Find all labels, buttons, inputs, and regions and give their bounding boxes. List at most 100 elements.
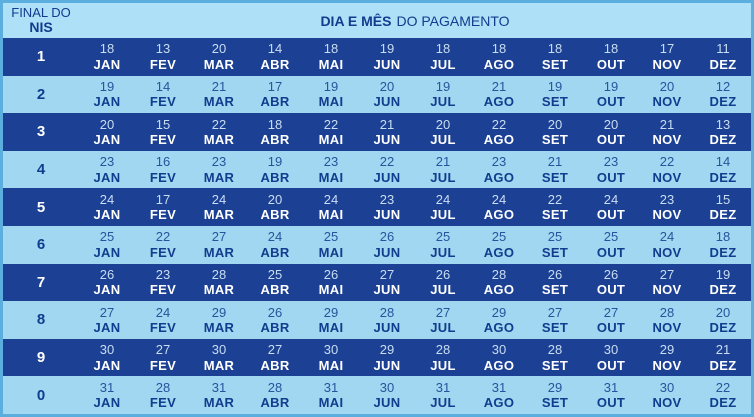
- day-number: 30: [211, 342, 227, 358]
- payment-date-cell: 27 JAN: [79, 305, 135, 336]
- day-number: 21: [659, 116, 675, 132]
- day-number: 20: [547, 116, 563, 132]
- day-number: 22: [379, 154, 395, 170]
- month-label: AGO: [483, 319, 515, 335]
- month-label: ABR: [260, 169, 290, 185]
- month-label: JAN: [93, 207, 121, 223]
- month-label: NOV: [652, 395, 682, 411]
- payment-date-cell: 19 JUL: [415, 79, 471, 110]
- table-header: FINAL DO NIS DIA E MÊS DO PAGAMENTO: [3, 3, 751, 38]
- day-number: 18: [435, 41, 451, 57]
- month-label: ABR: [260, 56, 290, 72]
- month-label: OUT: [596, 357, 626, 373]
- month-label: MAI: [318, 207, 344, 223]
- day-number: 23: [155, 267, 171, 283]
- payment-date-cell: 25 JUL: [415, 229, 471, 260]
- month-label: OUT: [596, 395, 626, 411]
- day-number: 18: [323, 41, 339, 57]
- day-number: 23: [99, 154, 115, 170]
- day-number: 30: [323, 342, 339, 358]
- payment-date-cell: 22 SET: [527, 192, 583, 223]
- payment-table-body: 1 18 JAN 13 FEV 20 MAR 14 ABR 18 MAI 19 JUN 18 JUL 18 AG…: [3, 38, 751, 414]
- month-label: FEV: [149, 282, 177, 298]
- payment-date-cell: 18 ABR: [247, 117, 303, 148]
- payment-date-cell: 31 MAR: [191, 380, 247, 411]
- payment-date-cell: 27 JUL: [415, 305, 471, 336]
- payment-date-cell: 30 JAN: [79, 342, 135, 373]
- month-label: AGO: [483, 357, 515, 373]
- month-label: AGO: [483, 282, 515, 298]
- month-label: DEZ: [709, 282, 737, 298]
- month-label: MAR: [203, 319, 235, 335]
- month-label: DEZ: [709, 207, 737, 223]
- day-number: 28: [211, 267, 227, 283]
- day-number: 31: [603, 379, 619, 395]
- day-number: 19: [547, 79, 563, 95]
- month-label: ABR: [260, 244, 290, 260]
- day-number: 25: [267, 267, 283, 283]
- month-label: DEZ: [709, 357, 737, 373]
- day-number: 18: [267, 116, 283, 132]
- day-number: 25: [435, 229, 451, 245]
- day-number: 30: [659, 379, 675, 395]
- month-label: JUL: [430, 282, 456, 298]
- payment-date-cell: 19 JUN: [359, 41, 415, 72]
- month-label: MAI: [318, 94, 344, 110]
- month-label: AGO: [483, 169, 515, 185]
- payment-date-cell: 31 OUT: [583, 380, 639, 411]
- payment-date-cell: 17 ABR: [247, 79, 303, 110]
- nis-digit: 4: [36, 161, 46, 179]
- day-number: 15: [715, 191, 731, 207]
- day-number: 19: [435, 79, 451, 95]
- payment-date-cell: 26 MAI: [303, 267, 359, 298]
- month-label: FEV: [149, 131, 177, 147]
- day-number: 27: [211, 229, 227, 245]
- day-number: 27: [155, 342, 171, 358]
- payment-date-cell: 23 AGO: [471, 154, 527, 185]
- month-label: JUL: [430, 319, 456, 335]
- payment-date-cell: 30 AGO: [471, 342, 527, 373]
- nis-digit: 7: [36, 273, 46, 291]
- nis-digit: 1: [36, 48, 46, 66]
- month-label: NOV: [652, 207, 682, 223]
- day-number: 28: [379, 304, 395, 320]
- nis-digit: 0: [36, 386, 46, 404]
- day-number: 19: [99, 79, 115, 95]
- day-number: 27: [435, 304, 451, 320]
- payment-date-cell: 24 NOV: [639, 229, 695, 260]
- day-number: 19: [379, 41, 395, 57]
- month-label: MAR: [203, 131, 235, 147]
- day-number: 20: [435, 116, 451, 132]
- month-label: JUN: [373, 56, 401, 72]
- day-number: 18: [603, 41, 619, 57]
- day-number: 26: [435, 267, 451, 283]
- payment-date-cell: 27 MAR: [191, 229, 247, 260]
- payment-date-cell: 24 JAN: [79, 192, 135, 223]
- month-label: MAR: [203, 169, 235, 185]
- payment-date-cell: 30 MAI: [303, 342, 359, 373]
- day-number: 22: [491, 116, 507, 132]
- day-number: 23: [379, 191, 395, 207]
- payment-date-cell: 24 AGO: [471, 192, 527, 223]
- day-number: 28: [659, 304, 675, 320]
- payment-date-cell: 30 NOV: [639, 380, 695, 411]
- month-label: JAN: [93, 56, 121, 72]
- day-number: 18: [715, 229, 731, 245]
- day-number: 27: [659, 267, 675, 283]
- month-label: SET: [541, 244, 569, 260]
- payment-date-cell: 18 JAN: [79, 41, 135, 72]
- day-number: 24: [155, 304, 171, 320]
- month-label: DEZ: [709, 319, 737, 335]
- nis-digit: 9: [36, 349, 46, 367]
- day-number: 21: [211, 79, 227, 95]
- month-label: JAN: [93, 395, 121, 411]
- day-number: 20: [379, 79, 395, 95]
- day-number: 24: [323, 191, 339, 207]
- day-number: 13: [155, 41, 171, 57]
- month-label: SET: [541, 94, 569, 110]
- payment-date-cell: 21 MAR: [191, 79, 247, 110]
- day-number: 17: [267, 79, 283, 95]
- month-label: AGO: [483, 56, 515, 72]
- payment-date-cell: 28 SET: [527, 342, 583, 373]
